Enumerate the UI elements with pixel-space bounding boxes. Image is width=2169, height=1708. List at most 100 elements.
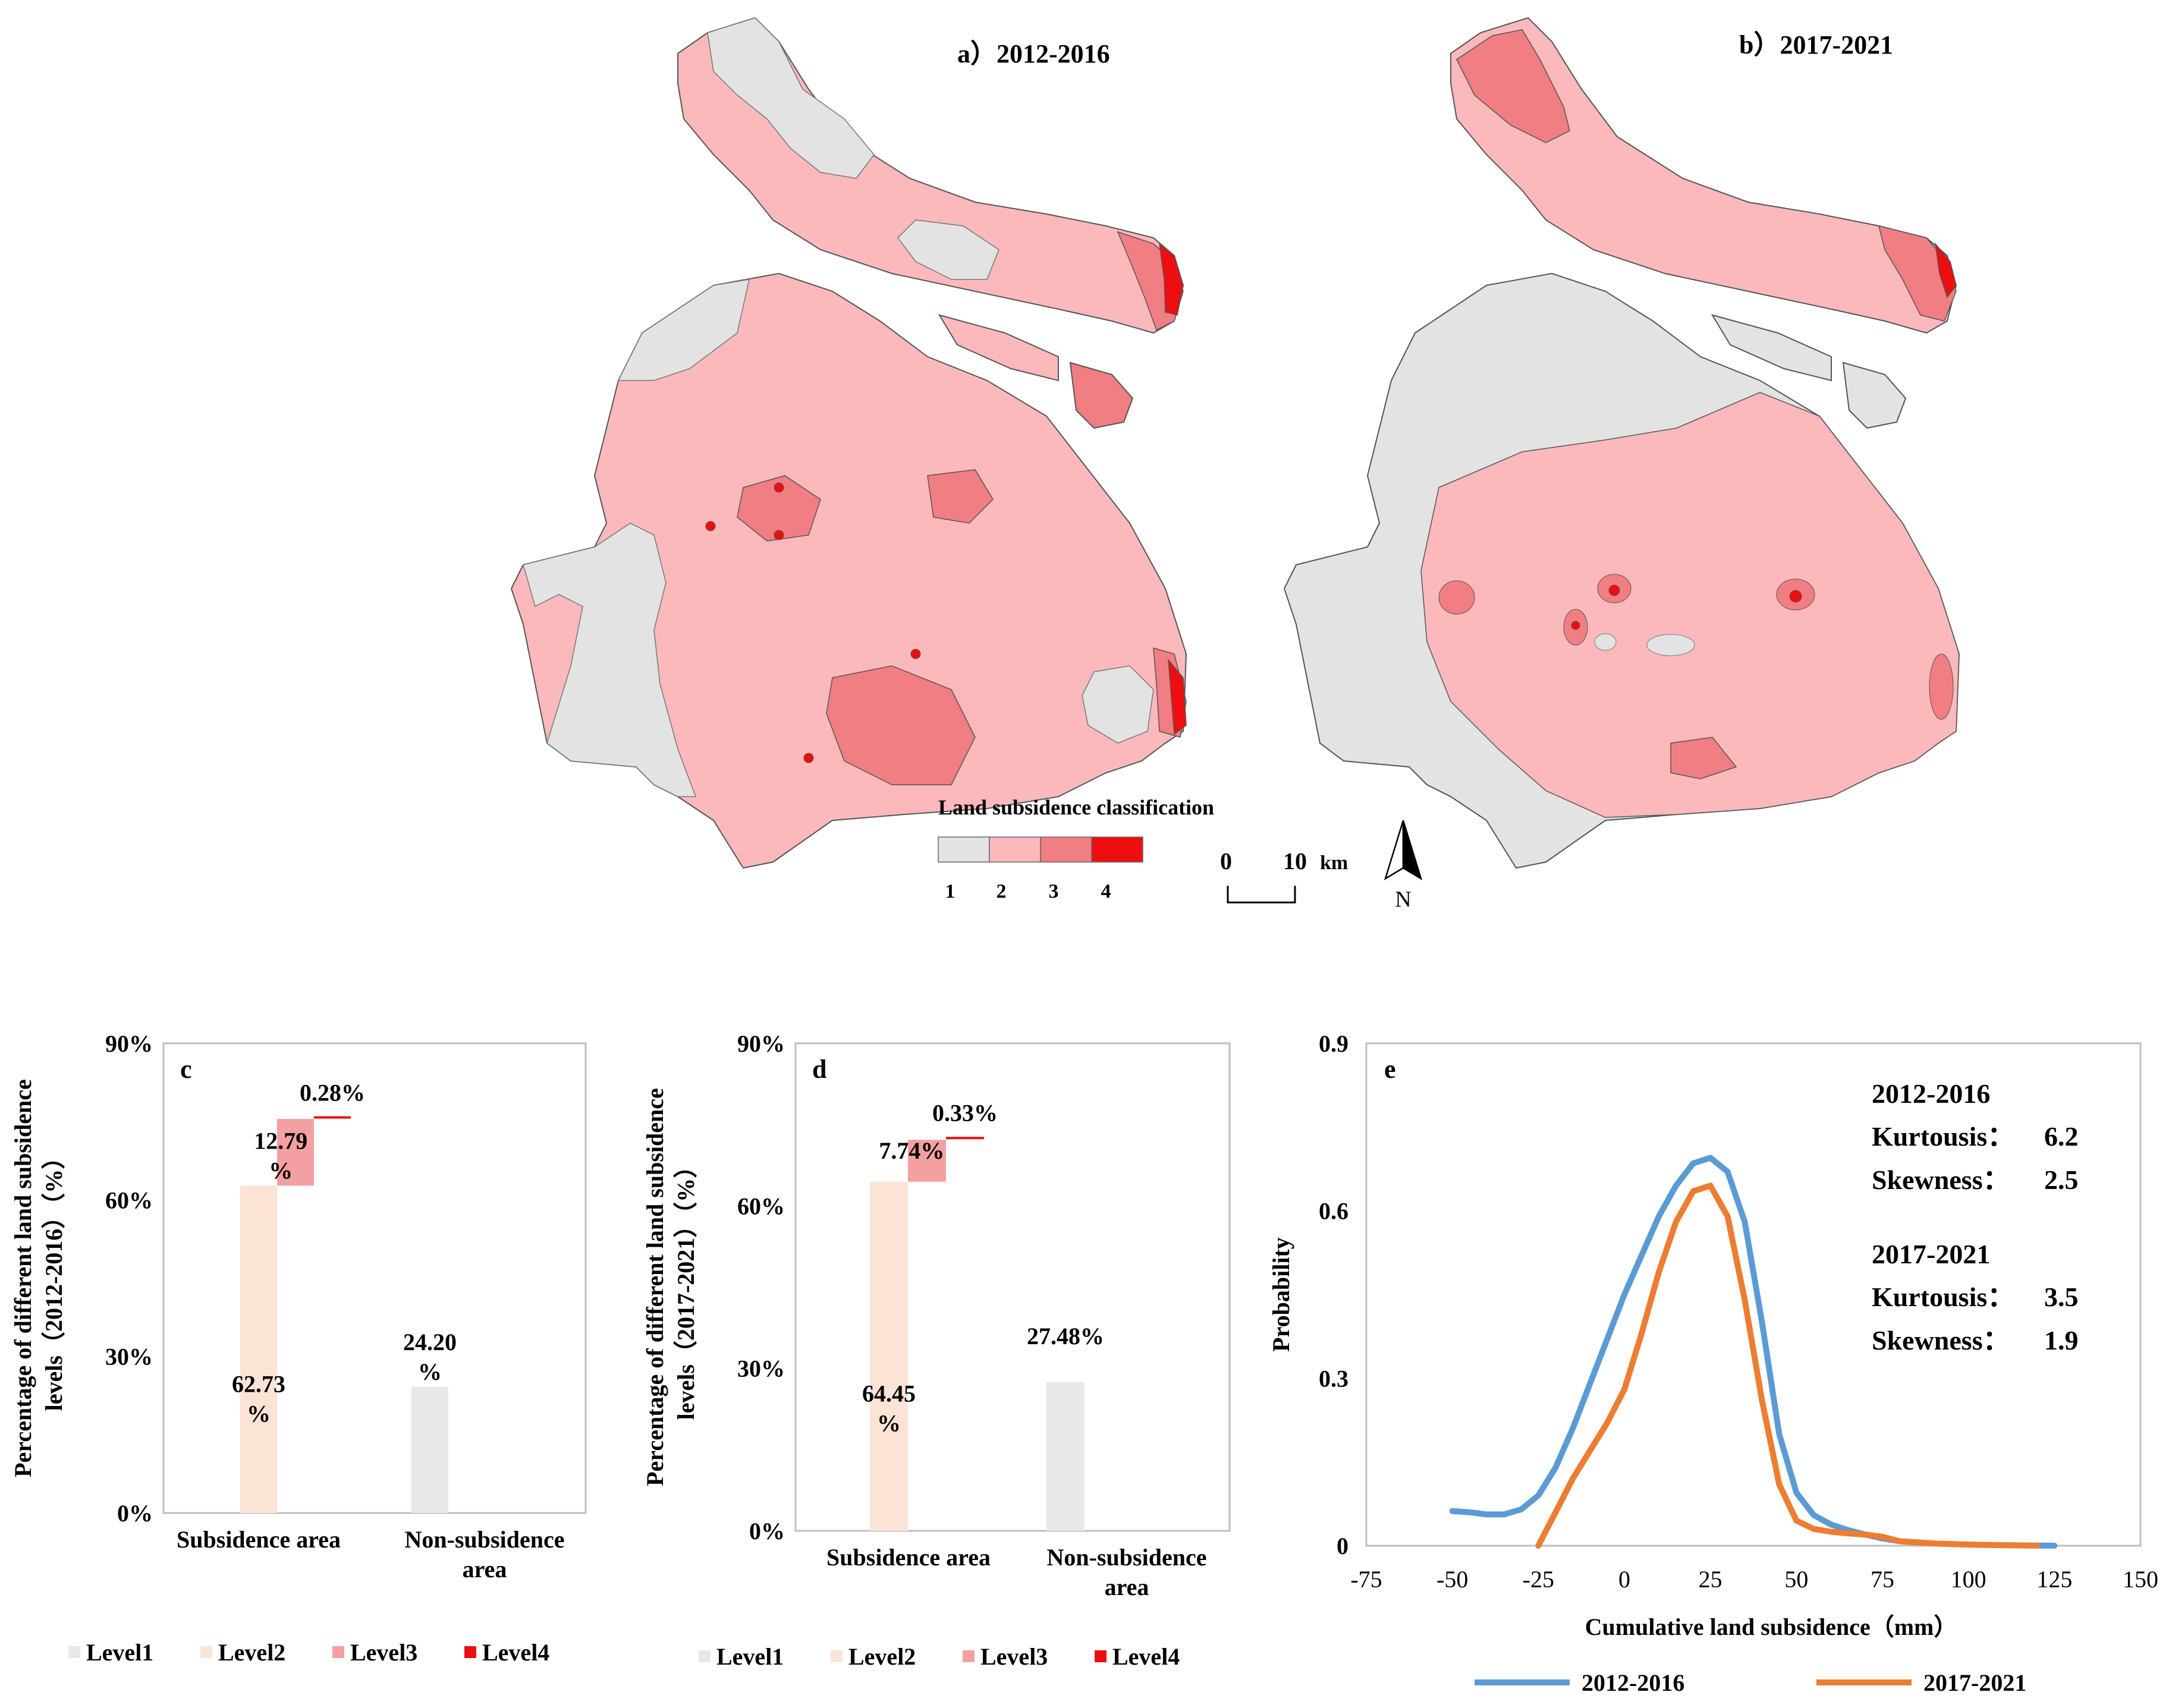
data-label: 64.45	[862, 1380, 916, 1407]
bar-level1	[411, 1386, 448, 1513]
island-chongming-level1-b	[897, 219, 999, 280]
y-axis-label-line: Percentage of different land subsidence	[642, 1088, 668, 1486]
data-label: %	[877, 1410, 901, 1437]
chart-c: c 0% 30% 60% 90% Percentage of different land…	[10, 1030, 587, 1666]
x-tick-label: 25	[1699, 1566, 1722, 1593]
chart-e: e -75 -50 -25 0 25 50 75 100 125 150 0 0.3 0.6 0.9 Prob…	[1268, 1030, 2158, 1696]
panel-label: c	[180, 1055, 192, 1084]
x-category-label: area	[1105, 1574, 1149, 1600]
legend-label: Level1	[86, 1639, 153, 1666]
hotspot	[1571, 621, 1580, 630]
x-tick-label: 75	[1871, 1566, 1894, 1593]
data-label: %	[269, 1157, 293, 1184]
annotation-kurtosis-label: Kurtousis：	[1872, 1282, 2014, 1312]
mainland-level3-center	[737, 475, 821, 542]
legend-label: 2012-2016	[1582, 1669, 1684, 1696]
mainland-level3-south	[826, 665, 976, 785]
data-label: 24.20	[403, 1329, 457, 1355]
plot-frame	[162, 1042, 587, 1514]
legend-class-4-label: 4	[1101, 880, 1111, 902]
data-label: 0.33%	[932, 1099, 998, 1126]
y-tick-label: 0.9	[1319, 1030, 1348, 1057]
legend-swatch	[699, 1650, 711, 1662]
legend-label: Level2	[218, 1639, 285, 1666]
legend-swatch	[464, 1646, 476, 1658]
level3-patch	[1438, 580, 1475, 615]
x-tick-label: -25	[1523, 1566, 1554, 1593]
y-tick-label: 0%	[117, 1500, 153, 1527]
panel-label: e	[1384, 1055, 1396, 1084]
y-tick-label: 0.6	[1319, 1198, 1348, 1225]
scale-unit-label: km	[1320, 852, 1348, 874]
island-hengsha	[1069, 361, 1134, 429]
legend-swatch-class-2	[989, 836, 1041, 863]
y-tick-label: 30%	[737, 1355, 785, 1382]
mainland-level2	[1420, 392, 1960, 818]
bar-level2	[870, 1181, 908, 1531]
island-changxing	[1711, 314, 1832, 382]
x-category-label: Subsidence area	[177, 1526, 341, 1553]
hotspot	[803, 753, 814, 763]
annotation-skewness-label: Skewness：	[1872, 1165, 2010, 1195]
x-category-label: Non-subsidence	[405, 1526, 565, 1553]
data-label: 0.28%	[300, 1079, 365, 1106]
mainland-level3-ne	[927, 469, 994, 524]
bar-level1	[1046, 1382, 1084, 1531]
y-tick-label: 0.3	[1319, 1365, 1348, 1392]
x-category-label: area	[463, 1556, 507, 1583]
data-label: %	[247, 1400, 271, 1427]
legend-label: Level4	[482, 1639, 549, 1666]
data-label: 62.73	[232, 1370, 285, 1397]
series-line-2017-2021	[1535, 1182, 2041, 1549]
map-2017-2021	[1283, 17, 1960, 869]
y-axis-label-line: levels（2017-2021）（%）	[672, 1155, 699, 1420]
mainland-level1-east	[1082, 665, 1154, 744]
map-legend-title: Land subsidence classification	[938, 795, 1214, 819]
scale-end-label: 10	[1283, 848, 1307, 875]
island-chongming-level4	[1159, 243, 1184, 316]
y-tick-label: 0	[1337, 1533, 1348, 1559]
mainland-level4-east	[1168, 658, 1187, 735]
y-axis-label-line: levels（2012-2016）（%）	[40, 1146, 67, 1411]
annotation-kurtosis-value: 3.5	[2044, 1282, 2079, 1312]
y-tick-label: 30%	[105, 1344, 153, 1370]
legend-class-2-label: 2	[997, 880, 1007, 902]
y-tick-label: 90%	[105, 1030, 153, 1057]
annotation-period: 2012-2016	[1872, 1078, 1990, 1109]
annotation-kurtosis-label: Kurtousis：	[1872, 1121, 2014, 1152]
legend-label: 2017-2021	[1923, 1669, 2026, 1696]
legend-label: Level4	[1112, 1643, 1180, 1670]
annotation-kurtosis-value: 6.2	[2044, 1121, 2079, 1152]
mainland-level1-north	[617, 279, 750, 381]
x-tick-label: -75	[1350, 1566, 1382, 1593]
legend-swatch	[1095, 1650, 1106, 1662]
mainland-level1-west	[523, 523, 697, 797]
legend-swatch	[200, 1646, 212, 1658]
island-changxing	[938, 314, 1059, 382]
annotation-skewness-label: Skewness：	[1872, 1325, 2010, 1355]
hotspot	[774, 530, 784, 540]
mainland-level3-south	[1670, 737, 1737, 779]
island-chongming-level4	[1934, 242, 1957, 298]
annotation-skewness-value: 2.5	[2044, 1165, 2079, 1195]
legend-class-3-label: 3	[1049, 880, 1059, 902]
legend-swatch	[68, 1646, 80, 1658]
y-tick-label: 60%	[737, 1193, 785, 1219]
y-axis-label: Percentage of different land subsidence l…	[10, 1079, 67, 1477]
plot-frame	[794, 1042, 1231, 1532]
x-tick-label: 150	[2123, 1566, 2158, 1593]
y-axis-label-line: Percentage of different land subsidence	[10, 1079, 36, 1477]
bar-level3	[277, 1119, 314, 1186]
hotspot	[1608, 584, 1620, 596]
y-tick-label: 90%	[737, 1030, 785, 1057]
x-tick-label: -50	[1436, 1566, 1468, 1593]
legend-label: Level2	[848, 1643, 916, 1670]
island-chongming-level1	[707, 17, 875, 179]
panel-label: d	[812, 1055, 826, 1084]
map-a-title: a）2012-2016	[957, 39, 1110, 68]
hotspot	[774, 482, 784, 493]
bar-level2	[240, 1185, 277, 1513]
island-chongming-level3	[1456, 29, 1570, 143]
y-tick-label: 0%	[749, 1518, 785, 1545]
